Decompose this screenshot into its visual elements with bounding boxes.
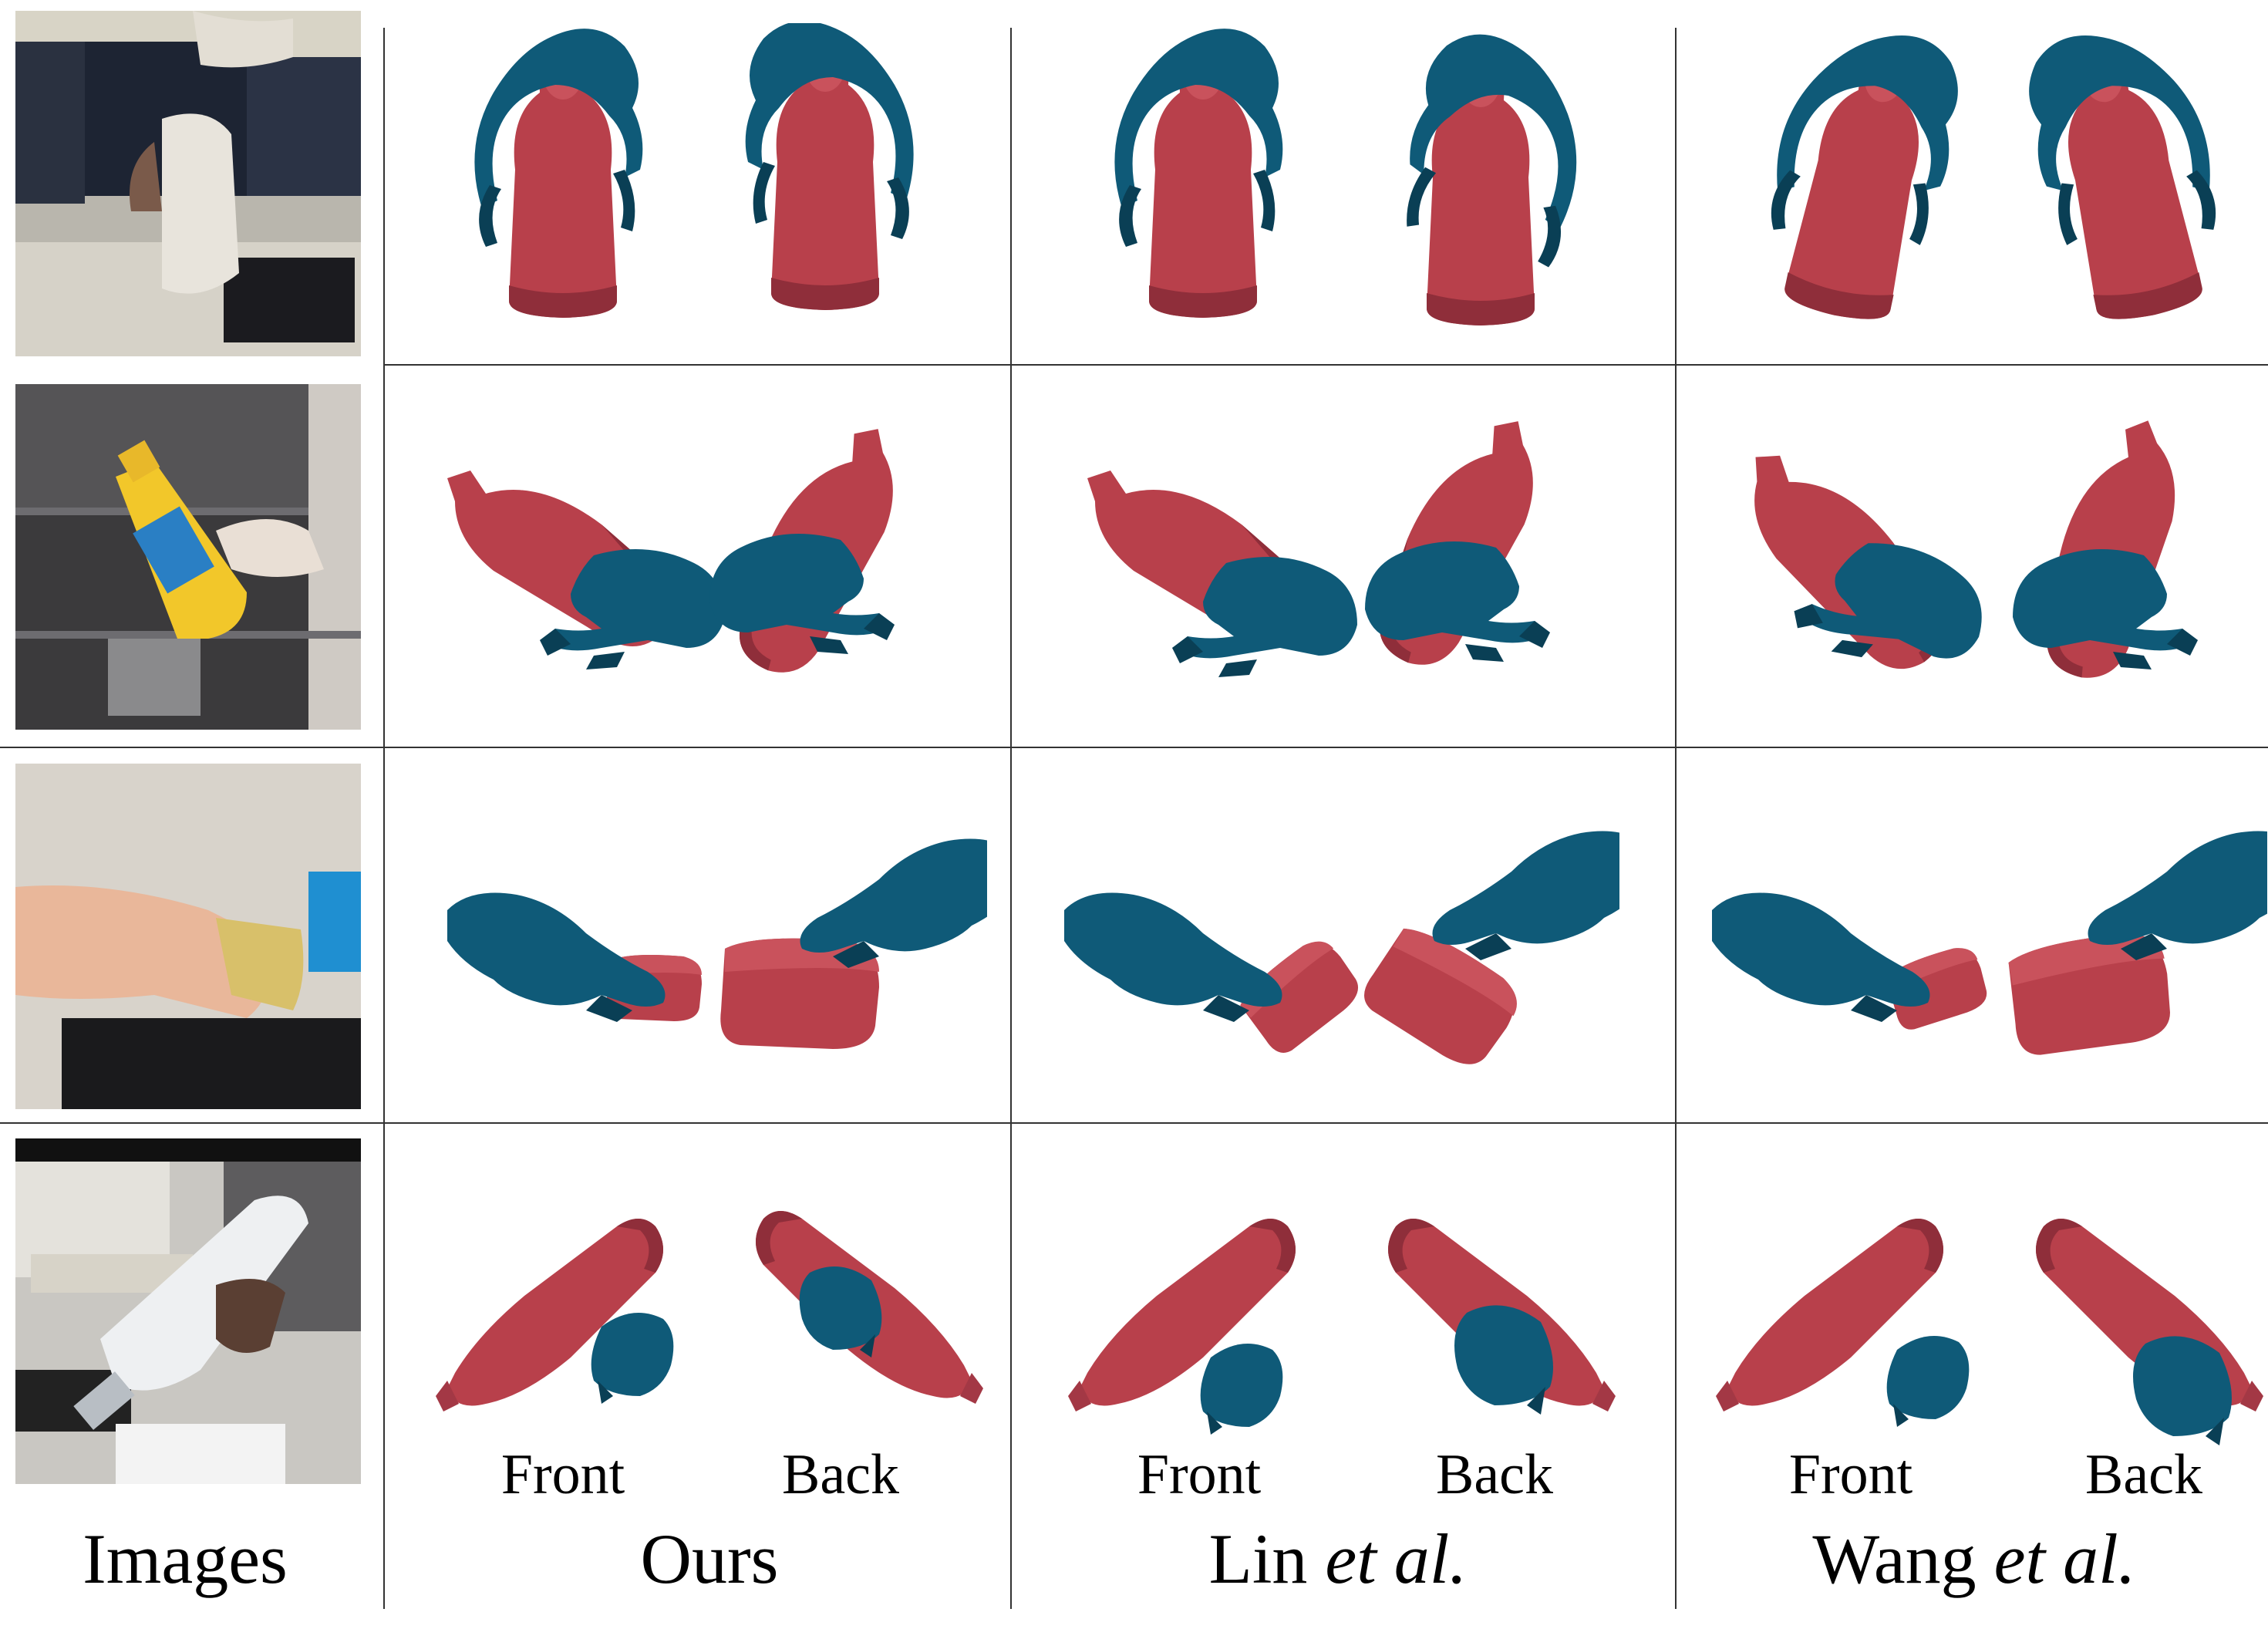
lin-back-label: Back [1435, 1443, 1554, 1506]
lin-et-al: et al. [1325, 1519, 1468, 1598]
lin-row2-front [1087, 470, 1357, 677]
lin-row1-front [1114, 29, 1283, 318]
wang-row1 [1697, 23, 2267, 363]
wang-row2 [1697, 393, 2267, 733]
wang-row1-back [2014, 23, 2225, 327]
lin-row4-front [1068, 1219, 1296, 1435]
column-divider-3 [1675, 28, 1677, 1609]
ours-row3-front [447, 892, 702, 1022]
lin-row3-back [1355, 831, 1619, 1077]
lin-row2-back [1317, 414, 1602, 681]
ours-row2 [416, 393, 987, 733]
ours-row1-front [474, 29, 643, 318]
lin-row2 [1049, 393, 1619, 733]
lin-row4-back [1388, 1219, 1616, 1415]
lin-front-label: Front [1137, 1443, 1262, 1506]
wang-column-label: Wang et al. [1689, 1518, 2260, 1600]
ours-back-label: Back [781, 1443, 900, 1506]
wang-front-label: Front [1788, 1443, 1913, 1506]
lin-column-label: Lin et al. [1026, 1518, 1650, 1600]
lin-row3-front [1064, 892, 1369, 1061]
ours-row4 [416, 1149, 987, 1489]
row-divider-1 [383, 364, 2268, 366]
lin-row1-back [1393, 25, 1598, 325]
lin-row1 [1049, 23, 1619, 363]
images-column-label: Images [83, 1519, 288, 1598]
ours-row1 [416, 23, 987, 363]
column-divider-2 [1010, 28, 1012, 1609]
ours-row2-front [447, 470, 725, 669]
lin-row4 [1049, 1149, 1619, 1489]
wang-name: Wang [1812, 1519, 1994, 1598]
ours-row4-front [436, 1219, 674, 1411]
wang-row1-front [1762, 23, 1973, 327]
wang-row2-back [1969, 414, 2256, 696]
wang-row4-back [2036, 1219, 2263, 1445]
ours-row1-back [745, 23, 914, 310]
wang-row3 [1697, 771, 2267, 1111]
ours-row3 [416, 771, 987, 1111]
wang-row2-front [1712, 450, 1997, 688]
wang-et-al: et al. [1993, 1519, 2136, 1598]
ours-row4-back [756, 1211, 983, 1404]
wang-row3-front [1712, 892, 1993, 1036]
wang-row3-back [2002, 831, 2267, 1062]
ours-row3-back [720, 838, 987, 1049]
input-image-row3 [15, 764, 361, 1109]
lin-row3 [1049, 771, 1619, 1111]
input-image-row4 [15, 1138, 361, 1484]
lin-name: Lin [1208, 1519, 1326, 1598]
ours-front-label: Front [500, 1443, 625, 1506]
column-divider-1 [383, 28, 385, 1609]
wang-row4-front [1716, 1219, 1970, 1427]
ours-column-label: Ours [640, 1519, 779, 1598]
input-image-row2 [15, 384, 361, 730]
ours-row2-back [677, 422, 962, 689]
input-image-row1 [15, 11, 361, 356]
row-divider-2 [0, 747, 2268, 748]
wang-row4 [1697, 1149, 2267, 1489]
row-divider-3 [0, 1122, 2268, 1124]
wang-back-label: Back [2084, 1443, 2203, 1506]
